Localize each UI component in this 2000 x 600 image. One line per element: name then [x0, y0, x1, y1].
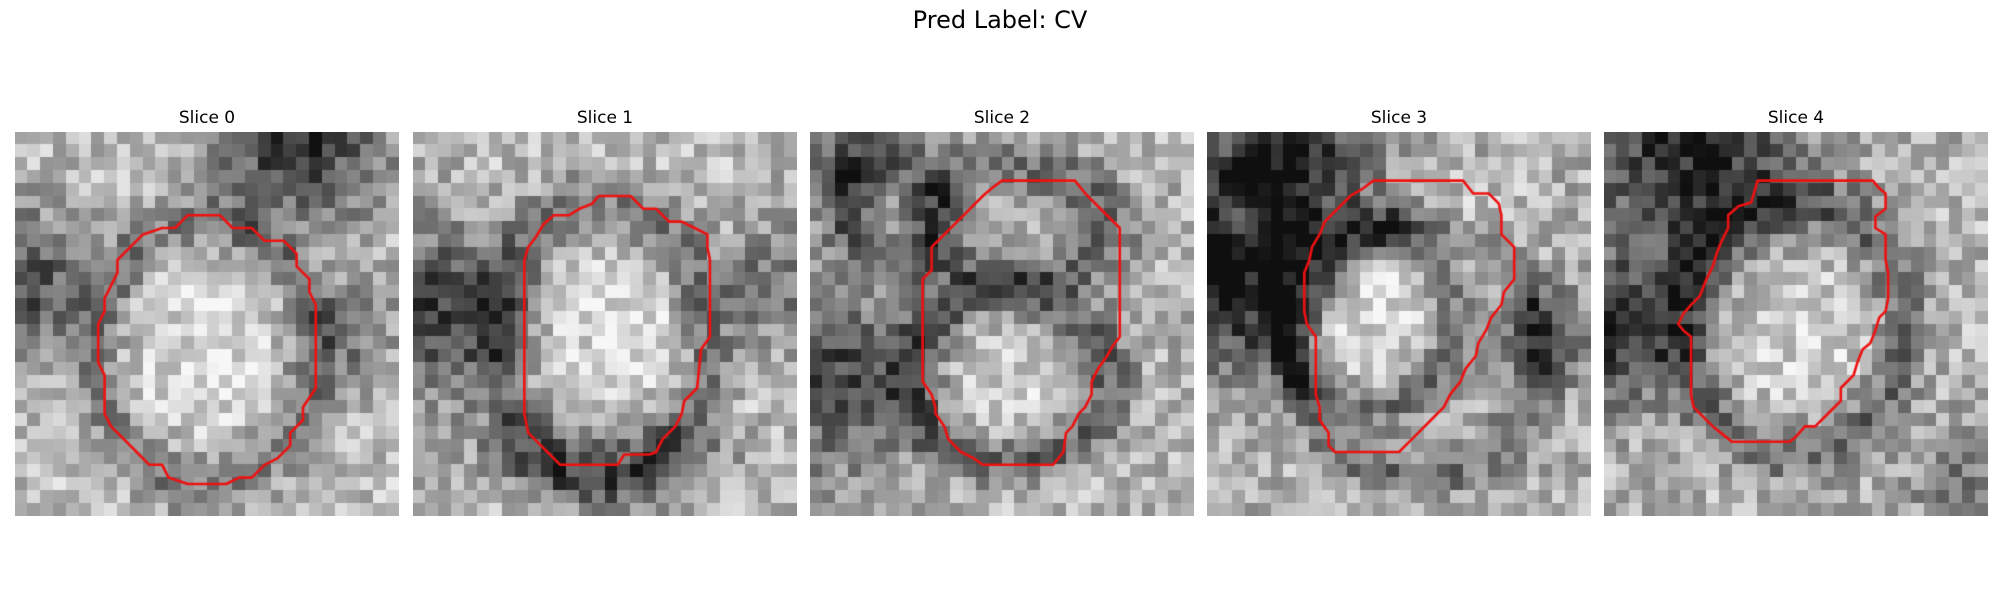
- slice-title-4: Slice 4: [1767, 108, 1825, 128]
- slice-image-1: [413, 132, 797, 516]
- slice-panel-0: Slice 0: [15, 108, 399, 516]
- slice-title-2: Slice 2: [973, 108, 1031, 128]
- slice-title-1: Slice 1: [576, 108, 634, 128]
- slice-image-0: [15, 132, 399, 516]
- slice-title-0: Slice 0: [178, 108, 236, 128]
- slice-panel-2: Slice 2: [810, 108, 1194, 516]
- slice-panel-3: Slice 3: [1207, 108, 1591, 516]
- slice-image-2: [810, 132, 1194, 516]
- slice-image-4: [1604, 132, 1988, 516]
- figure-title: Pred Label: CV: [912, 6, 1088, 34]
- slice-panel-1: Slice 1: [413, 108, 797, 516]
- slice-image-3: [1207, 132, 1591, 516]
- slice-panel-4: Slice 4: [1604, 108, 1988, 516]
- slice-title-3: Slice 3: [1370, 108, 1428, 128]
